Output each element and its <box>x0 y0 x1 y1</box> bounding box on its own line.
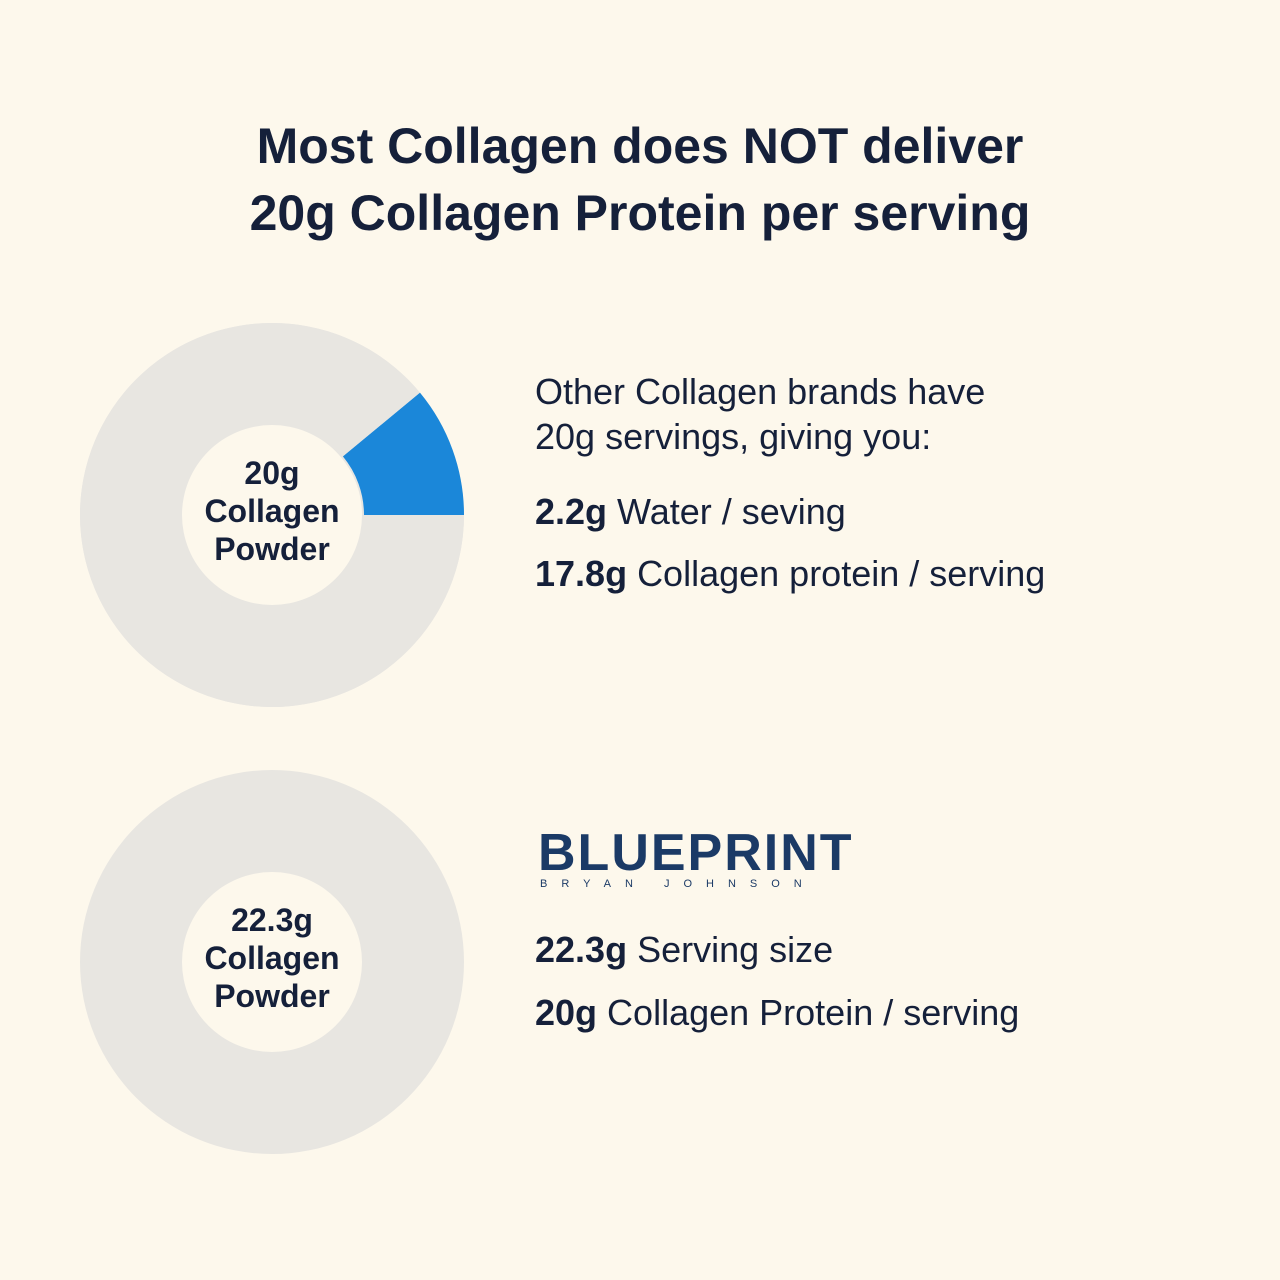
intro-line: 20g servings, giving you: <box>535 416 931 457</box>
donut-label: 20g <box>244 455 299 491</box>
title-line: 20g Collagen Protein per serving <box>250 185 1031 241</box>
donut-label: Collagen <box>204 493 339 529</box>
donut-hole <box>182 872 362 1052</box>
fact: 2.2g Water / seving <box>535 491 846 532</box>
donut-label: 22.3g <box>231 902 313 938</box>
fact-amount: 22.3g <box>535 929 627 970</box>
logo-tagline: BRYAN JOHNSON <box>540 878 816 890</box>
fact: 20g Collagen Protein / serving <box>535 992 1019 1033</box>
donut-segment <box>79 323 464 708</box>
donut-label: Powder <box>214 978 330 1014</box>
fact-text: Serving size <box>637 929 833 970</box>
donut-segment <box>342 392 464 515</box>
logo-name: BLUEPRINT <box>538 824 854 882</box>
donut-label: Collagen <box>204 940 339 976</box>
fact: 22.3g Serving size <box>535 929 833 970</box>
fact-amount: 20g <box>535 992 597 1033</box>
donut-label: Powder <box>214 531 330 567</box>
fact-amount: 2.2g <box>535 491 607 532</box>
title-line: Most Collagen does NOT deliver <box>257 118 1024 174</box>
fact-text: Collagen protein / serving <box>637 553 1045 594</box>
fact-text: Water / seving <box>617 491 846 532</box>
fact-text: Collagen Protein / serving <box>607 992 1019 1033</box>
fact: 17.8g Collagen protein / serving <box>535 553 1045 594</box>
fact-amount: 17.8g <box>535 553 627 594</box>
intro-line: Other Collagen brands have <box>535 371 985 412</box>
donut-hole <box>182 425 362 605</box>
